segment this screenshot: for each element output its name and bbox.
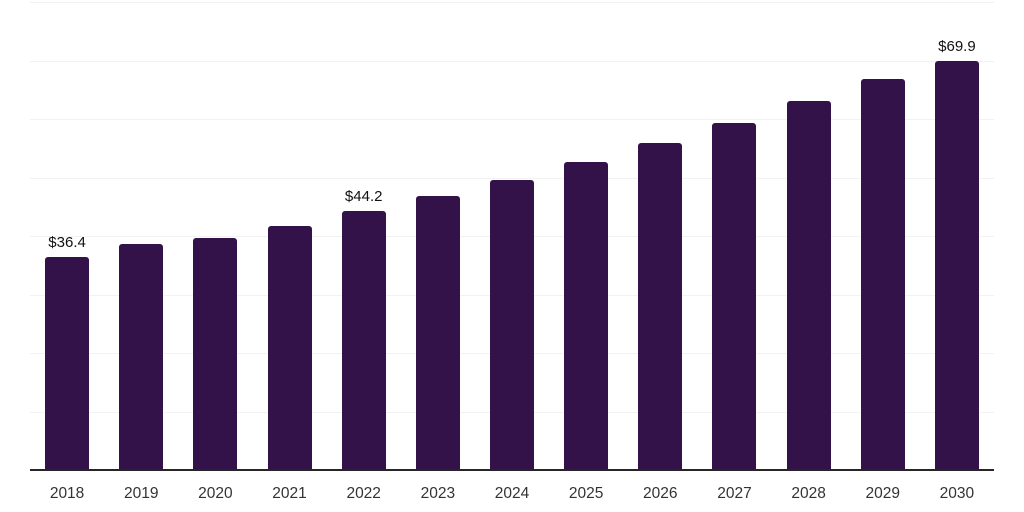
bar-2023 [415, 195, 460, 470]
x-tick-2026: 2026 [643, 485, 678, 502]
x-tick-2018: 2018 [49, 485, 85, 502]
bar-2027 [712, 122, 757, 470]
value-label-2030: $69.9 [938, 38, 976, 56]
bar-2019 [119, 243, 164, 470]
gridline [30, 119, 994, 120]
bar-2024 [490, 179, 534, 470]
gridline [30, 177, 994, 179]
bar-2025 [564, 162, 609, 470]
x-tick-2028: 2028 [791, 485, 826, 502]
bar-2018 [45, 257, 90, 470]
x-tick-2030: 2030 [939, 485, 975, 502]
x-tick-2029: 2029 [865, 485, 901, 502]
x-tick-2025: 2025 [568, 485, 604, 502]
x-tick-2027: 2027 [717, 485, 752, 502]
bar-2021 [267, 226, 312, 470]
bar-2028 [786, 101, 831, 470]
bar-2020 [193, 238, 238, 470]
x-tick-2019: 2019 [123, 485, 159, 502]
x-tick-2024: 2024 [494, 485, 530, 502]
bar-2022 [341, 211, 386, 470]
gridline [30, 60, 994, 62]
x-tick-2020: 2020 [198, 485, 233, 502]
value-label-2022: $44.2 [344, 188, 383, 206]
x-tick-2022: 2022 [346, 485, 381, 502]
x-tick-2021: 2021 [272, 485, 307, 502]
x-tick-2023: 2023 [420, 485, 456, 502]
x-axis-line [30, 469, 994, 471]
bar-2030 [934, 61, 979, 470]
bar-2029 [860, 79, 905, 470]
gridline [30, 2, 994, 3]
value-label-2018: $36.4 [48, 234, 86, 252]
bar-2026 [638, 143, 683, 470]
